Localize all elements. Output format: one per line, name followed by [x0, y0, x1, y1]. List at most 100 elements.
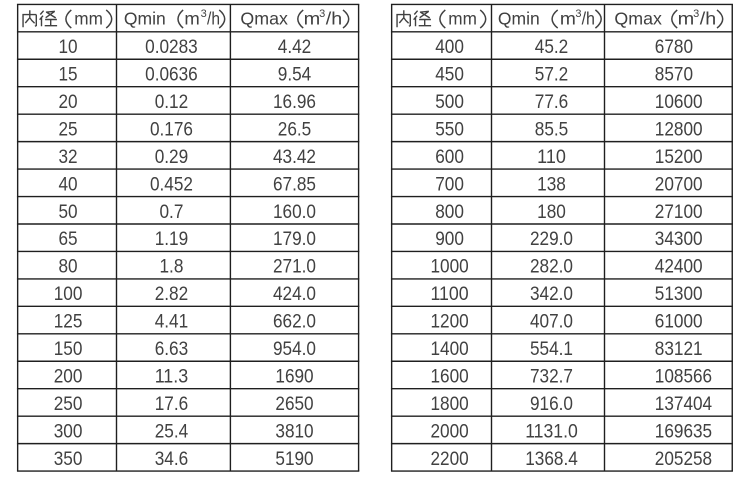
svg-text:662.0: 662.0	[273, 311, 316, 333]
svg-text:900: 900	[435, 228, 464, 250]
svg-text:2.82: 2.82	[155, 283, 189, 305]
svg-text:Qmin: Qmin	[498, 9, 540, 29]
svg-text:732.7: 732.7	[530, 366, 573, 388]
svg-text:550: 550	[435, 118, 464, 140]
svg-text:mm: mm	[448, 9, 477, 29]
svg-text:180: 180	[537, 201, 566, 223]
svg-text:42400: 42400	[655, 256, 703, 278]
svg-text:6.63: 6.63	[155, 338, 189, 360]
svg-text:0.176: 0.176	[150, 118, 193, 140]
svg-text:32: 32	[59, 146, 78, 168]
svg-text:1000: 1000	[430, 256, 468, 278]
svg-text:3810: 3810	[275, 420, 313, 442]
svg-text:6780: 6780	[655, 36, 693, 58]
svg-text:450: 450	[435, 63, 464, 85]
svg-text:0.0283: 0.0283	[145, 36, 198, 58]
svg-text:20: 20	[59, 91, 78, 113]
svg-text:200: 200	[54, 366, 83, 388]
svg-text:0.29: 0.29	[155, 146, 189, 168]
svg-text:179.0: 179.0	[273, 228, 316, 250]
svg-text:17.6: 17.6	[155, 393, 189, 415]
svg-text:125: 125	[54, 311, 83, 333]
svg-text:205258: 205258	[655, 448, 712, 470]
svg-text:282.0: 282.0	[530, 256, 573, 278]
svg-text:3: 3	[575, 8, 581, 20]
svg-text:4.41: 4.41	[155, 311, 189, 333]
svg-text:600: 600	[435, 146, 464, 168]
svg-text:20700: 20700	[655, 173, 703, 195]
svg-text:Qmin: Qmin	[124, 9, 166, 29]
svg-text:500: 500	[435, 91, 464, 113]
svg-text:300: 300	[54, 420, 83, 442]
svg-text:15: 15	[59, 63, 78, 85]
svg-text:25: 25	[59, 118, 78, 140]
svg-text:m: m	[184, 9, 199, 29]
svg-text:2200: 2200	[430, 448, 468, 470]
svg-text:Qmax: Qmax	[240, 9, 288, 29]
svg-text:5190: 5190	[275, 448, 313, 470]
svg-text:954.0: 954.0	[273, 338, 316, 360]
svg-text:15200: 15200	[655, 146, 703, 168]
svg-text:916.0: 916.0	[530, 393, 573, 415]
svg-text:1600: 1600	[430, 366, 468, 388]
svg-text:61000: 61000	[655, 311, 703, 333]
svg-text:100: 100	[54, 283, 83, 305]
svg-text:1100: 1100	[430, 283, 468, 305]
svg-text:2650: 2650	[275, 393, 313, 415]
svg-text:80: 80	[59, 256, 78, 278]
svg-text:0.12: 0.12	[155, 91, 189, 113]
svg-text:407.0: 407.0	[530, 311, 573, 333]
svg-text:169635: 169635	[655, 420, 712, 442]
svg-text:51300: 51300	[655, 283, 703, 305]
svg-text:Qmax: Qmax	[614, 9, 662, 29]
svg-text:m: m	[560, 9, 576, 29]
svg-text:77.6: 77.6	[535, 91, 569, 113]
svg-text:0.0636: 0.0636	[145, 63, 198, 85]
svg-text:0.452: 0.452	[150, 173, 193, 195]
svg-text:342.0: 342.0	[530, 283, 573, 305]
svg-text:43.42: 43.42	[273, 146, 316, 168]
svg-text:700: 700	[435, 173, 464, 195]
svg-text:1200: 1200	[430, 311, 468, 333]
svg-text:/h: /h	[582, 9, 595, 29]
svg-text:m: m	[304, 9, 321, 29]
svg-text:45.2: 45.2	[535, 36, 569, 58]
svg-text:150: 150	[54, 338, 83, 360]
svg-text:350: 350	[54, 448, 83, 470]
svg-text:/h: /h	[207, 9, 220, 29]
svg-text:27100: 27100	[655, 201, 703, 223]
svg-text:65: 65	[59, 228, 78, 250]
svg-text:108566: 108566	[655, 366, 712, 388]
svg-text:50: 50	[59, 201, 78, 223]
svg-text:83121: 83121	[655, 338, 703, 360]
svg-text:34300: 34300	[655, 228, 703, 250]
svg-text:8570: 8570	[655, 63, 693, 85]
svg-text:110: 110	[537, 146, 566, 168]
svg-text:3: 3	[319, 8, 325, 20]
svg-text:85.5: 85.5	[535, 118, 569, 140]
svg-text:m: m	[678, 9, 695, 29]
svg-text:/h: /h	[326, 9, 342, 29]
svg-text:9.54: 9.54	[278, 63, 312, 85]
svg-text:25.4: 25.4	[155, 420, 189, 442]
svg-text:424.0: 424.0	[273, 283, 316, 305]
svg-text:250: 250	[54, 393, 83, 415]
svg-text:16.96: 16.96	[273, 91, 316, 113]
svg-text:1690: 1690	[275, 366, 313, 388]
svg-text:67.85: 67.85	[273, 173, 316, 195]
svg-text:800: 800	[435, 201, 464, 223]
svg-text:4.42: 4.42	[278, 36, 312, 58]
svg-text:229.0: 229.0	[530, 228, 573, 250]
svg-text:12800: 12800	[655, 118, 703, 140]
svg-text:1131.0: 1131.0	[525, 420, 578, 442]
svg-text:1.8: 1.8	[160, 256, 184, 278]
svg-text:1368.4: 1368.4	[525, 448, 578, 470]
svg-text:mm: mm	[74, 9, 103, 29]
svg-text:10: 10	[59, 36, 78, 58]
svg-text:0.7: 0.7	[160, 201, 184, 223]
svg-text:1.19: 1.19	[155, 228, 189, 250]
svg-text:2000: 2000	[430, 420, 468, 442]
svg-text:1400: 1400	[430, 338, 468, 360]
svg-text:3: 3	[201, 8, 207, 20]
svg-text:137404: 137404	[655, 393, 712, 415]
